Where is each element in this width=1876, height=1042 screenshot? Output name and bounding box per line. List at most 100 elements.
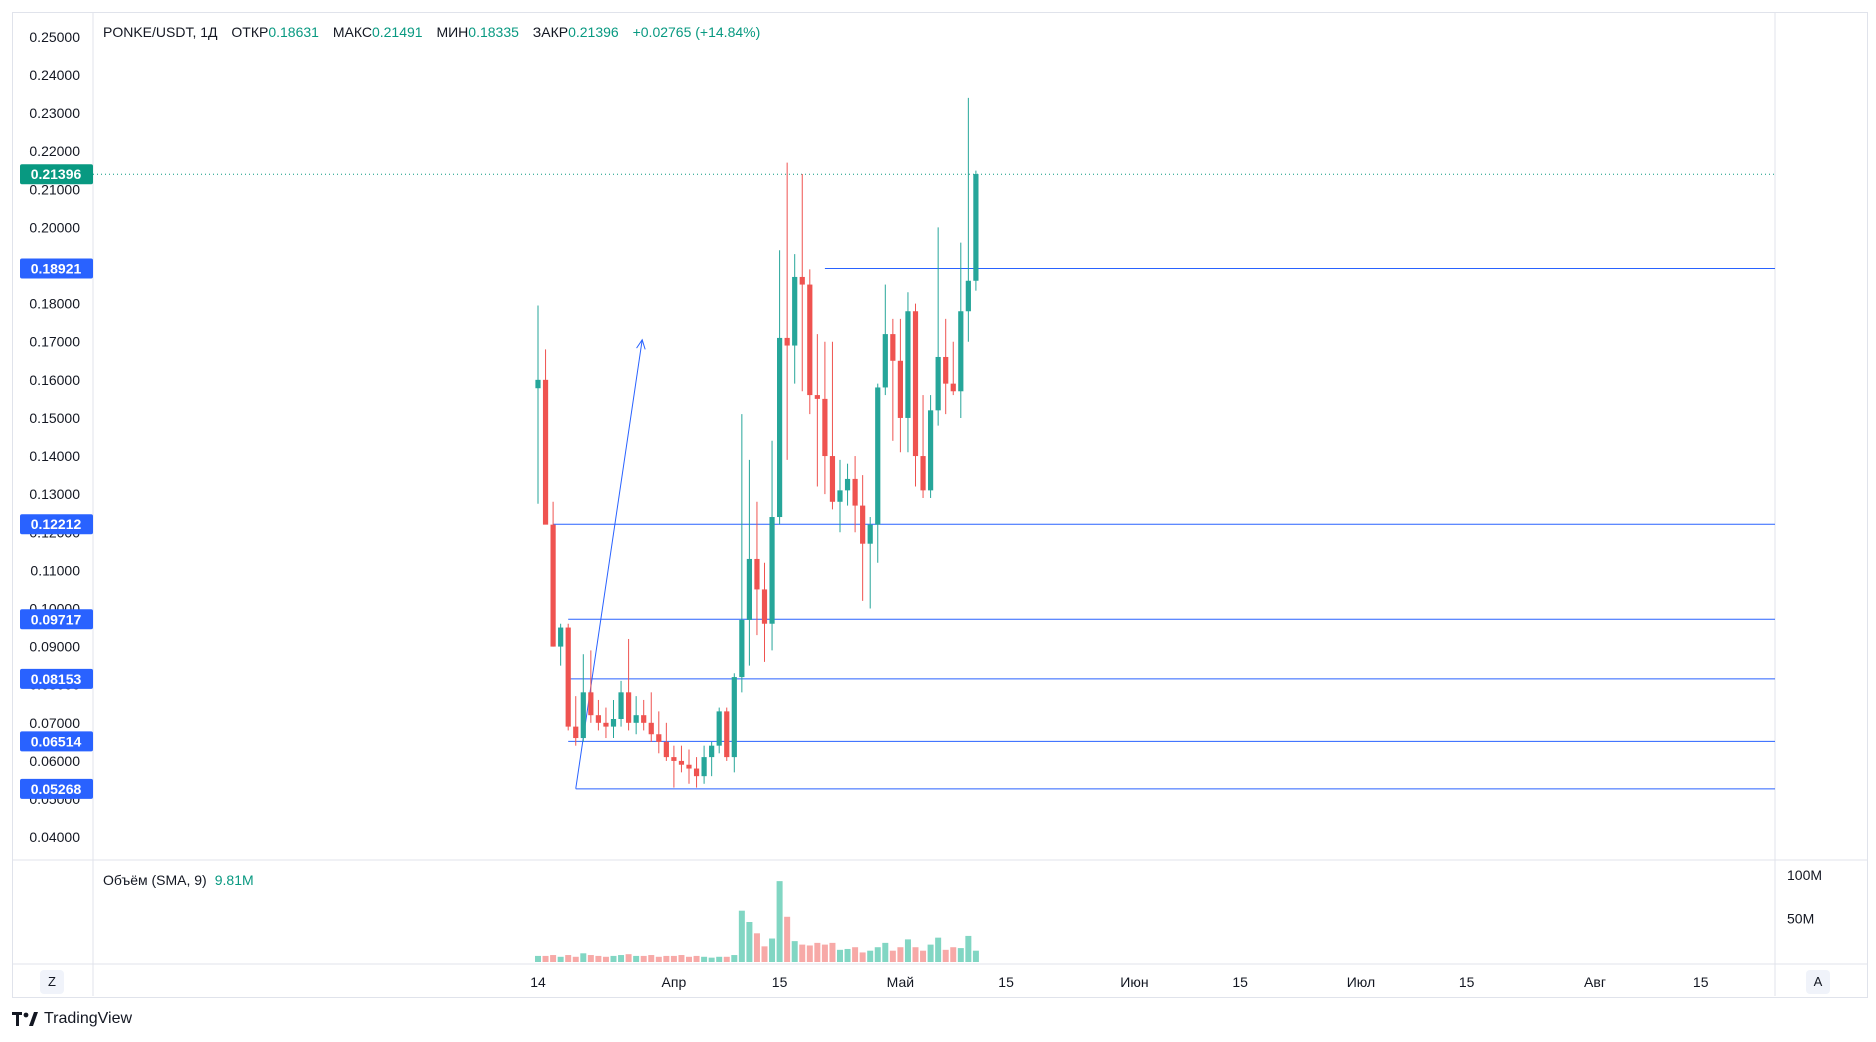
price-tick-label: 0.06000 [29, 753, 80, 769]
candle-body [829, 456, 836, 502]
level-price-tag: 0.06514 [31, 733, 82, 749]
level-price-tag-bg [20, 514, 93, 535]
auto-zoom-button[interactable]: Z [40, 970, 64, 994]
candle-body [701, 757, 707, 777]
level-price-tag-bg [20, 609, 93, 630]
volume-bar [708, 957, 715, 962]
volume-bar [746, 922, 753, 962]
volume-bar [535, 955, 541, 962]
volume-bar [595, 955, 602, 962]
time-tick-label: 15 [1232, 974, 1248, 990]
volume-legend-value: 9.81M [214, 872, 254, 888]
brand-name: TradingView [44, 1010, 133, 1027]
candle-body [784, 337, 790, 346]
volume-bar [580, 953, 587, 962]
candle-body [912, 311, 919, 457]
price-tick-label: 0.23000 [29, 105, 80, 121]
volume-bar [784, 916, 791, 962]
volume-bar [874, 947, 881, 962]
high-value: 0.21491 [371, 24, 423, 40]
candle-body [648, 722, 654, 735]
candle-body [716, 711, 722, 746]
candle-body [905, 311, 911, 418]
price-tick-label: 0.24000 [29, 67, 80, 83]
last-price-tag: 0.21396 [31, 166, 82, 182]
tradingview-brand[interactable]: TradingView [12, 1010, 132, 1028]
candle-body [754, 558, 760, 590]
close-label: ЗАКР [532, 24, 569, 40]
volume-bar [625, 954, 632, 962]
price-tick-label: 0.15000 [29, 410, 80, 426]
volume-bar [572, 956, 579, 962]
volume-bar [859, 952, 866, 962]
volume-bar [550, 955, 557, 962]
volume-bar [587, 955, 594, 962]
candle-body [565, 627, 571, 727]
candle-body [769, 517, 775, 624]
price-tick-label: 0.09000 [29, 639, 80, 655]
auto-scale-button[interactable]: A [1806, 970, 1830, 994]
price-tick-label: 0.20000 [29, 219, 80, 235]
candle-body [641, 715, 647, 723]
candle-body [965, 280, 971, 312]
time-tick-label: Май [887, 974, 914, 990]
candle-body [588, 692, 594, 716]
price-tick-label: 0.22000 [29, 143, 80, 159]
high-label: МАКС [332, 24, 372, 40]
price-tick-label: 0.18000 [29, 296, 80, 312]
volume-bar [852, 947, 859, 962]
tradingview-logo-icon [12, 1012, 38, 1026]
volume-bar [602, 956, 609, 962]
candle-body [746, 558, 752, 620]
price-tick-label: 0.17000 [29, 334, 80, 350]
price-tick-label: 0.07000 [29, 715, 80, 731]
candle-body [663, 741, 669, 758]
trend-arrow-head [636, 338, 646, 350]
level-price-tag: 0.05268 [31, 781, 82, 797]
volume-bar [927, 944, 934, 962]
candle-body [603, 722, 609, 727]
low-label: МИН [436, 24, 469, 40]
volume-bar [821, 944, 828, 962]
candle-body [678, 760, 685, 765]
time-tick-label: Июл [1347, 974, 1375, 990]
volume-bar [610, 955, 617, 962]
volume-bar [799, 944, 806, 962]
level-price-tag-bg [20, 258, 93, 279]
candle-body [935, 356, 941, 411]
open-value: 0.18631 [268, 24, 319, 40]
volume-bar [814, 942, 821, 962]
volume-bar [889, 950, 896, 962]
candle-body [777, 337, 783, 518]
candle-body [618, 692, 624, 719]
price-tick-label: 0.16000 [29, 372, 80, 388]
volume-legend-label[interactable]: Объём (SMA, 9) [103, 872, 207, 888]
volume-bar [965, 935, 972, 962]
candle-body [943, 356, 949, 384]
candle-body [656, 734, 662, 742]
volume-bar [678, 955, 685, 962]
candle-body [882, 334, 888, 388]
candle-body [693, 768, 700, 777]
price-tick-label: 0.14000 [29, 448, 80, 464]
time-tick-label: 15 [1693, 974, 1709, 990]
level-price-tag: 0.18921 [31, 261, 82, 277]
level-price-tag-bg [20, 731, 93, 752]
candle-body [920, 456, 926, 491]
candle-body [867, 524, 873, 544]
symbol-legend: PONKE/USDT, 1Д ОТКР0.18631 МАКС0.21491 М… [103, 24, 760, 40]
volume-legend: Объём (SMA, 9) 9.81M [103, 872, 254, 888]
candle-body [731, 677, 737, 758]
candle-body [860, 505, 866, 544]
volume-tick-label: 50M [1787, 911, 1814, 927]
candle-body [852, 478, 858, 506]
volume-bar [686, 956, 692, 962]
candle-body [633, 715, 639, 723]
volume-tick-label: 100M [1787, 867, 1822, 883]
low-value: 0.18335 [468, 24, 519, 40]
volume-bar [769, 938, 776, 962]
symbol-name[interactable]: PONKE/USDT, 1Д [103, 24, 218, 40]
open-label: ОТКР [231, 24, 269, 40]
candle-body [542, 379, 549, 525]
